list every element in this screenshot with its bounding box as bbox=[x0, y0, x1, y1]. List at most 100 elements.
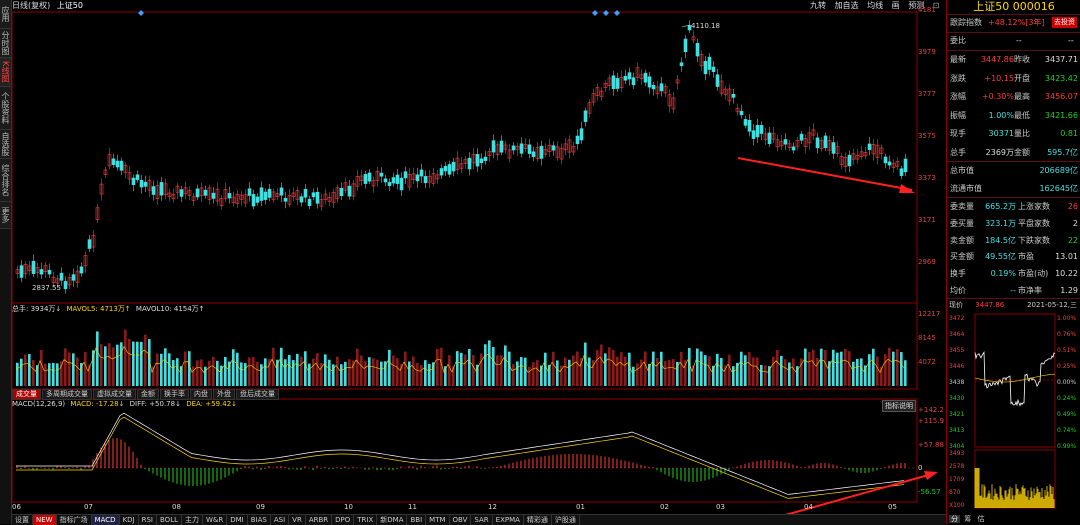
svg-text:0.76%: 0.76% bbox=[1057, 331, 1076, 338]
indicator-tab[interactable]: ARBR bbox=[306, 515, 333, 525]
indicator-tab[interactable]: BOLL bbox=[157, 515, 182, 525]
toolbar-draw[interactable]: 画 bbox=[891, 1, 900, 10]
indicator-tab[interactable]: MACD bbox=[91, 515, 120, 525]
svg-text:2578: 2578 bbox=[949, 463, 964, 470]
vol-tab-multi[interactable]: 多周期成交量 bbox=[42, 389, 92, 400]
indicator-tab[interactable]: W&R bbox=[203, 515, 228, 525]
indicator-tab[interactable]: DPO bbox=[332, 515, 355, 525]
indicator-tab[interactable]: MTM bbox=[426, 515, 450, 525]
quote-row: 最新 3447.86 昨收 3437.71 bbox=[950, 55, 1078, 64]
indicator-tab[interactable]: 设置 bbox=[12, 515, 33, 525]
indicator-tab[interactable]: KDJ bbox=[120, 515, 139, 525]
svg-text:3493: 3493 bbox=[949, 450, 964, 457]
toolbar-ma[interactable]: 均线 bbox=[867, 1, 884, 10]
signal-markers bbox=[138, 10, 620, 16]
indicator-tab-bar: 设置 NEW 指标广场 MACD KDJ RSI BOLL 主力 W&R DMI BIAS ASI VR… bbox=[12, 514, 946, 525]
cap-row: 流通市值 162645亿 bbox=[950, 184, 1078, 193]
indicator-tab[interactable]: VR bbox=[289, 515, 306, 525]
indicator-tab[interactable]: 沪股通 bbox=[552, 515, 580, 525]
volume-tabs: 成交量 多周期成交量 虚拟成交量 金额 换手率 内盘 外盘 盘后成交量 bbox=[12, 389, 280, 400]
period-label[interactable]: 日线(复权) bbox=[12, 1, 51, 10]
mini-tab-gu[interactable]: 估 bbox=[977, 515, 985, 523]
indicator-tab[interactable]: ASI bbox=[271, 515, 290, 525]
indicator-tab[interactable]: 新DMA bbox=[377, 515, 408, 525]
price-panel-frame bbox=[12, 11, 918, 304]
quote-row: 涨跌 +10.15 开盘 3423.42 bbox=[950, 73, 1078, 83]
svg-text:0.99%: 0.99% bbox=[1057, 443, 1076, 450]
vol-tab-inner[interactable]: 内盘 bbox=[190, 389, 212, 400]
vol-tab-volume[interactable]: 成交量 bbox=[12, 389, 41, 400]
tab-timeshare[interactable]: 分时图 bbox=[0, 29, 11, 58]
indicator-tab[interactable]: 主力 bbox=[182, 515, 203, 525]
svg-text:0.00%: 0.00% bbox=[1057, 379, 1076, 386]
svg-text:X100: X100 bbox=[949, 502, 965, 509]
toolbar-jiuzhuan[interactable]: 九转 bbox=[810, 1, 826, 10]
indicator-tab[interactable]: TRIX bbox=[354, 515, 378, 525]
quote-panel: 上证50 000016 跟踪指数 +48.12%[3年] 去投资 委比 -- -… bbox=[946, 0, 1080, 524]
track-label: 跟踪指数 bbox=[950, 18, 982, 27]
track-value: +48.12%[3年] bbox=[988, 18, 1045, 27]
svg-text:3446: 3446 bbox=[949, 363, 964, 370]
low-price-label: 2837.55 bbox=[32, 284, 61, 292]
tab-app[interactable]: 应用 bbox=[0, 0, 11, 29]
indicator-tab[interactable]: 精彩通 bbox=[524, 515, 552, 525]
lock-icon[interactable]: ⊡ bbox=[932, 1, 940, 10]
vol-tab-afterhours[interactable]: 盘后成交量 bbox=[236, 389, 279, 400]
vol-tab-outer[interactable]: 外盘 bbox=[213, 389, 235, 400]
quote-row: 总手 2369万 金额 595.7亿 bbox=[950, 147, 1078, 157]
toolbar-predict[interactable]: 预测 bbox=[908, 1, 925, 10]
price-candles bbox=[15, 20, 908, 294]
vol-tab-virtual[interactable]: 虚拟成交量 bbox=[93, 389, 136, 400]
indicator-tab[interactable]: RSI bbox=[139, 515, 157, 525]
invest-button[interactable]: 去投资 bbox=[1052, 17, 1077, 28]
mini-intraday-chart[interactable]: 3472 3464 3455 3446 3438 3430 3421 3413 3404 1.00… bbox=[947, 312, 1080, 512]
vol-tab-amount[interactable]: 金额 bbox=[137, 389, 159, 400]
stat-row: 买金额 49.55亿 市盈 13.01 bbox=[950, 252, 1078, 262]
svg-text:3421: 3421 bbox=[949, 411, 964, 418]
symbol-label: 上证50 bbox=[56, 1, 83, 10]
svg-text:1.00%: 1.00% bbox=[1057, 315, 1076, 322]
trend-arrow-macd bbox=[785, 471, 938, 514]
macd-histogram bbox=[16, 412, 906, 499]
tab-watchlist[interactable]: 自选股 bbox=[0, 130, 11, 159]
mini-tab-fen[interactable]: 分 bbox=[949, 515, 960, 523]
indicator-help-button[interactable]: 指标说明 bbox=[882, 400, 916, 412]
stat-row: 换手 0.19% 市盈(动) 10.22 bbox=[950, 269, 1078, 279]
panel-title: 上证50 000016 bbox=[973, 0, 1055, 13]
svg-text:3404: 3404 bbox=[949, 443, 964, 450]
svg-text:3472: 3472 bbox=[949, 315, 964, 322]
toolbar-add-watch[interactable]: 加自选 bbox=[834, 1, 859, 10]
left-tab-strip: 应用 分时图 K线图 个股资料 自选股 综合排名 更多 bbox=[0, 0, 12, 524]
vol-tab-turnover[interactable]: 换手率 bbox=[160, 389, 189, 400]
indicator-tab[interactable]: DMI bbox=[227, 515, 248, 525]
volume-header: 总手: 3934万↓ MAVOL5: 4713万↑ MAVOL10: 4154万… bbox=[12, 305, 205, 313]
indicator-tab[interactable]: 指标广场 bbox=[57, 515, 92, 525]
chart-header: 日线(复权) 上证50 bbox=[12, 0, 920, 12]
tab-kline[interactable]: K线图 bbox=[0, 58, 11, 87]
svg-text:0.49%: 0.49% bbox=[1057, 411, 1076, 418]
cap-row: 总市值 206689亿 bbox=[950, 166, 1078, 175]
indicator-tab[interactable]: SAR bbox=[471, 515, 493, 525]
svg-text:870: 870 bbox=[949, 489, 961, 496]
quote-row: 现手 30371 量比 0.81 bbox=[950, 129, 1078, 138]
tab-more[interactable]: 更多 bbox=[0, 202, 11, 229]
mini-header: 现价 3447.86 2021-05-12,三 bbox=[949, 301, 1077, 309]
indicator-tab[interactable]: EXPMA bbox=[493, 515, 524, 525]
high-price-label: 4110.18 bbox=[691, 22, 720, 30]
indicator-tab[interactable]: BIAS bbox=[248, 515, 271, 525]
indicator-tab[interactable]: NEW bbox=[33, 515, 57, 525]
x-axis: 06 07 08 09 10 11 12 01 02 03 04 05 bbox=[12, 503, 897, 511]
stat-row: 委买量 323.1万 平盘家数 2 bbox=[950, 218, 1078, 228]
volume-bars bbox=[15, 329, 907, 386]
stat-row: 委卖量 665.2万 上涨家数 26 bbox=[950, 202, 1078, 211]
quote-row: 振幅 1.00% 最低 3421.66 bbox=[950, 110, 1078, 120]
tab-ranking[interactable]: 综合排名 bbox=[0, 159, 11, 202]
chart-canvas[interactable]: 4110.18 2837.55 bbox=[12, 0, 946, 514]
svg-text:3438: 3438 bbox=[949, 379, 964, 386]
indicator-tab[interactable]: BBI bbox=[407, 515, 427, 525]
indicator-tab[interactable]: OBV bbox=[450, 515, 472, 525]
mini-tab-chou[interactable]: 筹 bbox=[964, 515, 972, 523]
svg-text:3413: 3413 bbox=[949, 427, 964, 434]
macd-header: MACD(12,26,9) MACD: -17.28↓ DIFF: +50.78… bbox=[12, 400, 238, 408]
tab-stock-info[interactable]: 个股资料 bbox=[0, 87, 11, 130]
